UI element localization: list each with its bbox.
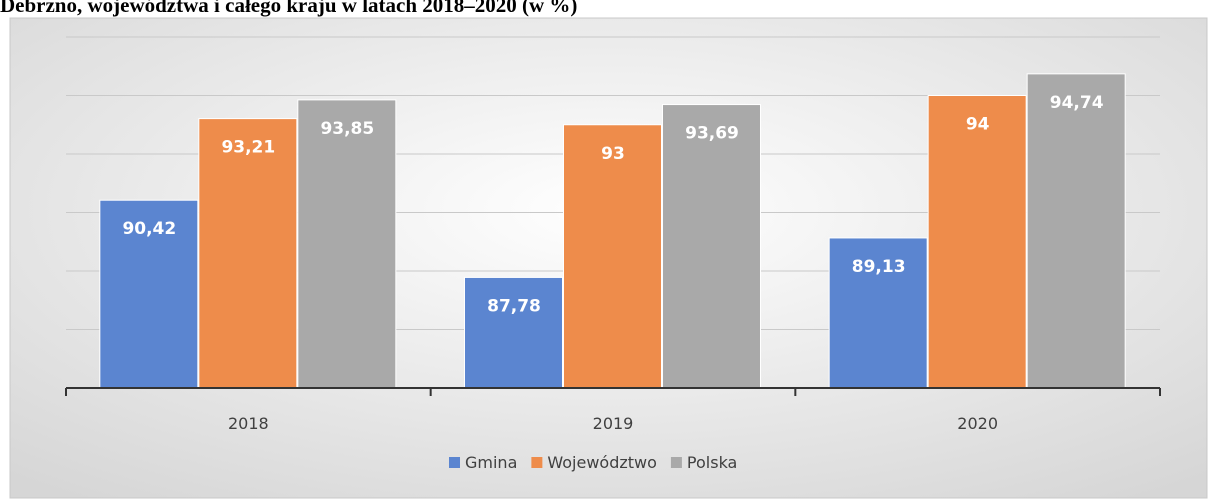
bar [99,199,199,389]
bar [1026,73,1126,389]
legend-label: Gmina [465,453,517,472]
legend-label: Województwo [547,453,657,472]
data-label: 93 [601,144,625,164]
bar [927,95,1027,389]
bar [662,104,761,389]
data-label: 93,21 [221,138,275,158]
data-label: 94 [966,115,990,135]
bar [464,276,563,389]
bar [828,237,928,389]
x-tick-label: 2019 [593,414,634,433]
bar [198,118,298,389]
x-tick-label: 2020 [957,414,998,433]
legend-label: Polska [687,453,737,472]
bar [563,124,662,389]
chart-title: Debrzno, województwa i całego kraju w la… [0,0,577,17]
x-tick-label: 2018 [228,414,269,433]
legend-swatch [449,457,460,468]
data-label: 93,69 [685,124,739,144]
legend-swatch [670,457,682,468]
data-label: 93,85 [320,119,374,139]
data-label: 94,74 [1050,93,1104,113]
bar [297,99,397,389]
data-label: 90,42 [122,219,176,239]
legend-swatch [531,457,543,468]
data-label: 89,13 [852,257,906,277]
data-label: 87,78 [487,296,541,316]
